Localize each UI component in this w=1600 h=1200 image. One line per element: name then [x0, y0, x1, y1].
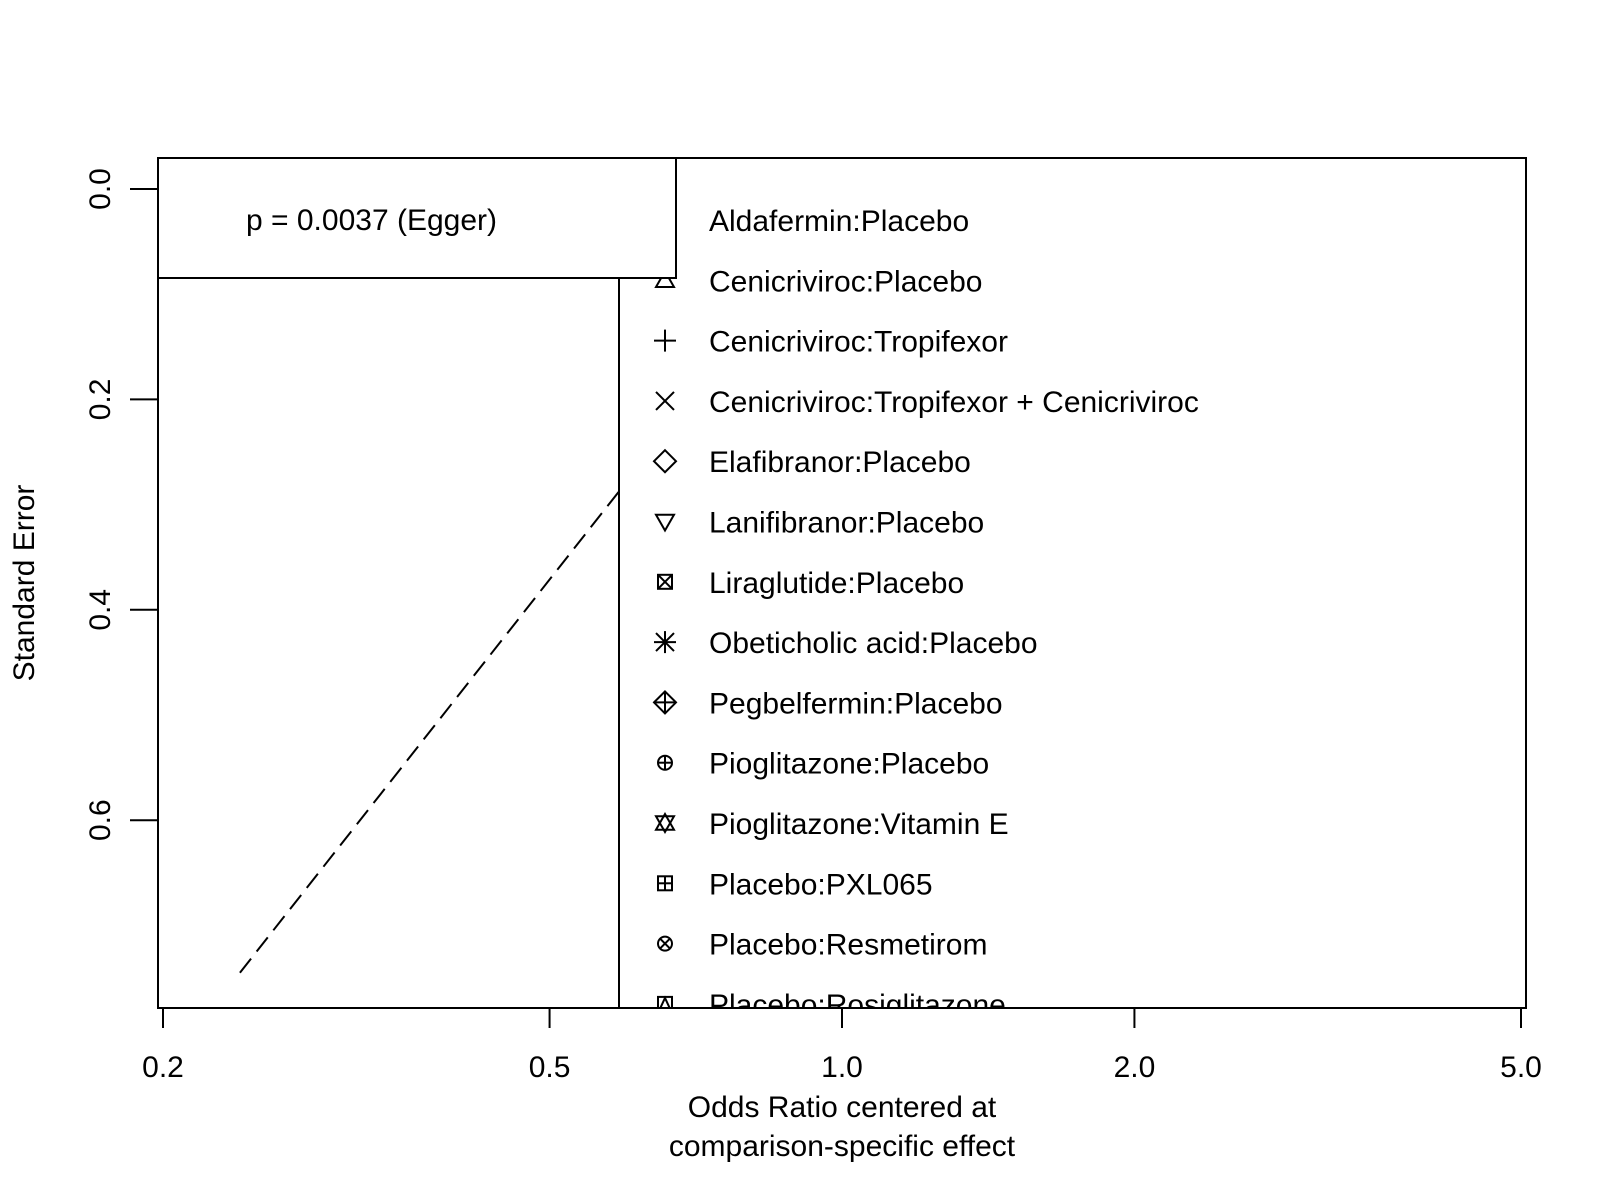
legend: Aldafermin:Placebo Cenicriviroc:Placebo Ce… — [652, 205, 1199, 1022]
x-tick-label: 1.0 — [821, 1051, 863, 1084]
legend-symbol-diamond-plus — [652, 689, 678, 715]
x-axis-title-line-2: comparison-specific effect — [669, 1130, 1016, 1163]
legend-label: Pegbelfermin:Placebo — [709, 687, 1003, 720]
legend-label: Liraglutide:Placebo — [709, 567, 964, 600]
legend-symbol-triangle-down — [654, 513, 676, 533]
x-tick-label: 0.5 — [529, 1051, 571, 1084]
legend-item: Aldafermin:Placebo — [655, 205, 969, 238]
legend-symbol-plus — [654, 329, 676, 352]
x-tick-label: 2.0 — [1114, 1051, 1156, 1084]
legend-label: Aldafermin:Placebo — [709, 205, 969, 238]
legend-item: Cenicriviroc:Placebo — [654, 265, 982, 298]
legend-label: Placebo:PXL065 — [709, 868, 933, 901]
x-tick-label: 0.2 — [142, 1051, 184, 1084]
legend-symbol-diamond — [652, 448, 678, 474]
legend-item: Obeticholic acid:Placebo — [654, 627, 1038, 660]
legend-label: Cenicriviroc:Placebo — [709, 265, 982, 298]
egger-annotation-box — [157, 157, 677, 279]
plot-frame — [157, 157, 1527, 1009]
legend-item: Cenicriviroc:Tropifexor — [654, 326, 1008, 359]
legend-item: Liraglutide:Placebo — [657, 567, 964, 600]
legend-symbol-star-of-david — [654, 811, 676, 835]
egger-regression-line — [239, 472, 635, 974]
legend-symbol-square-cross — [657, 573, 673, 590]
legend-item: Placebo:Rosiglitazone — [657, 989, 1006, 1022]
legend-label: Cenicriviroc:Tropifexor + Cenicriviroc — [709, 386, 1199, 419]
y-tick-label: 0.2 — [84, 379, 117, 421]
legend-symbol-asterisk — [654, 631, 676, 654]
legend-symbol-triangle-up — [654, 269, 676, 289]
legend-item: Placebo:Resmetirom — [657, 929, 987, 962]
legend-item: Lanifibranor:Placebo — [654, 507, 984, 540]
legend-symbol-circle-cross — [657, 935, 673, 952]
legend-item: Placebo:PXL065 — [657, 868, 933, 901]
legend-label: Elafibranor:Placebo — [709, 446, 971, 479]
y-tick-label: 0.4 — [84, 589, 117, 631]
legend-item: Cenicriviroc:Tropifexor + Cenicriviroc — [655, 386, 1199, 419]
y-tick-label: 0.0 — [84, 168, 117, 210]
legend-label: Pioglitazone:Placebo — [709, 748, 989, 781]
legend-label: Pioglitazone:Vitamin E — [709, 808, 1009, 841]
legend-item: Pegbelfermin:Placebo — [652, 687, 1003, 720]
legend-item: Pioglitazone:Placebo — [657, 748, 989, 781]
legend-symbol-cross — [655, 391, 675, 411]
legend-label: Placebo:Rosiglitazone — [709, 989, 1006, 1022]
y-tick-label: 0.6 — [84, 799, 117, 841]
legend-symbol-square-plus — [657, 875, 673, 892]
x-tick-label: 5.0 — [1500, 1051, 1542, 1084]
legend-symbol-square-triangle — [657, 995, 673, 1008]
egger-annotation: p = 0.0037 (Egger) — [157, 157, 677, 279]
legend-label: Cenicriviroc:Tropifexor — [709, 326, 1008, 359]
plot-area: Aldafermin:Placebo Cenicriviroc:Placebo Ce… — [158, 158, 1526, 1022]
legend-box — [618, 158, 1526, 1008]
legend-label: Obeticholic acid:Placebo — [709, 627, 1038, 660]
egger-annotation-text: p = 0.0037 (Egger) — [246, 204, 497, 237]
legend-item: Pioglitazone:Vitamin E — [654, 808, 1009, 841]
legend-item: Elafibranor:Placebo — [652, 446, 971, 479]
legend-symbol-circle-plus — [657, 754, 673, 771]
legend-label: Placebo:Resmetirom — [709, 929, 987, 962]
legend-label: Lanifibranor:Placebo — [709, 507, 984, 540]
y-axis-title: Standard Error — [8, 485, 41, 682]
x-axis-title-line-1: Odds Ratio centered at — [688, 1091, 997, 1124]
